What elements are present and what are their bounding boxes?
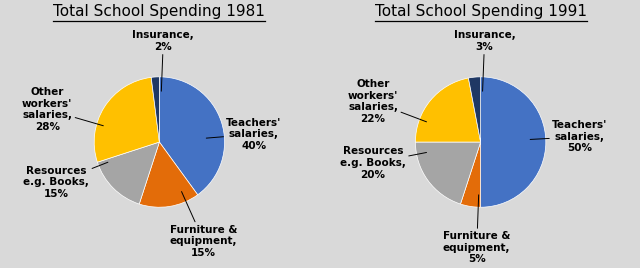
Wedge shape [468,77,481,142]
Wedge shape [481,77,546,207]
Text: Teachers'
salaries,
50%: Teachers' salaries, 50% [530,120,607,153]
Title: Total School Spending 1981: Total School Spending 1981 [53,4,266,19]
Text: Resources
e.g. Books,
20%: Resources e.g. Books, 20% [340,146,426,180]
Wedge shape [151,77,159,142]
Wedge shape [140,142,198,207]
Wedge shape [97,142,159,204]
Title: Total School Spending 1991: Total School Spending 1991 [374,4,587,19]
Text: Resources
e.g. Books,
15%: Resources e.g. Books, 15% [24,162,108,199]
Wedge shape [415,78,481,142]
Wedge shape [460,142,481,207]
Text: Teachers'
salaries,
40%: Teachers' salaries, 40% [206,118,282,151]
Wedge shape [415,142,481,204]
Wedge shape [94,77,159,162]
Wedge shape [159,77,225,195]
Text: Insurance,
3%: Insurance, 3% [454,30,515,91]
Text: Furniture &
equipment,
5%: Furniture & equipment, 5% [443,195,511,264]
Text: Furniture &
equipment,
15%: Furniture & equipment, 15% [170,192,237,258]
Text: Other
workers'
salaries,
28%: Other workers' salaries, 28% [22,87,103,132]
Text: Other
workers'
salaries,
22%: Other workers' salaries, 22% [348,79,426,124]
Text: Insurance,
2%: Insurance, 2% [132,30,194,91]
